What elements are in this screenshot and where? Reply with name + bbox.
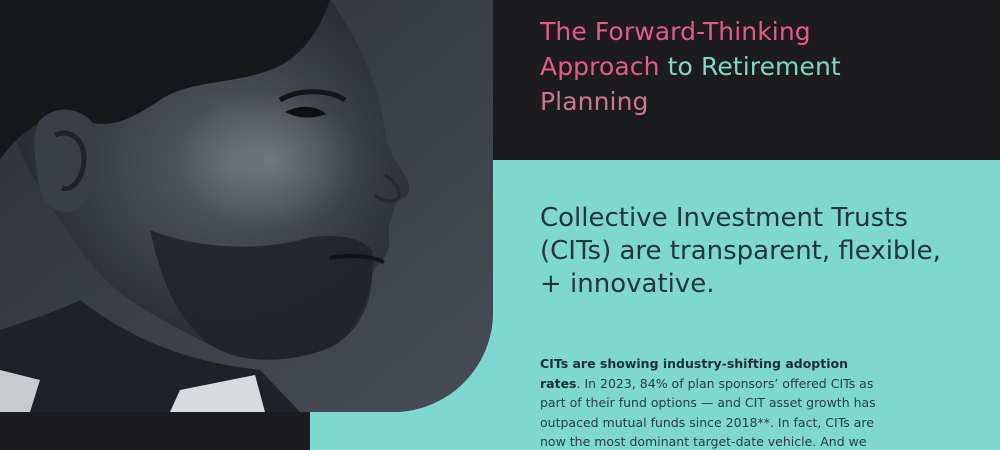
hero-title-part3: to Retirement xyxy=(667,52,841,81)
body-paragraph: CITs are showing industry-shifting adopt… xyxy=(540,354,890,450)
hero-title-part2: Approach xyxy=(540,52,660,81)
body-bold-lead: CITs are showing industry-shifting adopt… xyxy=(540,356,849,391)
body-text: . In 2023, 84% of plan sponsors’ offered… xyxy=(540,375,876,450)
hero-title-part1: The Forward-Thinking xyxy=(540,17,811,46)
hero-title: The Forward-Thinking Approach to Retireme… xyxy=(540,14,960,119)
section-headline: Collective Investment Trusts (CITs) are … xyxy=(540,203,941,299)
hero-title-part4: Planning xyxy=(540,87,649,116)
portrait-photo xyxy=(0,0,493,412)
